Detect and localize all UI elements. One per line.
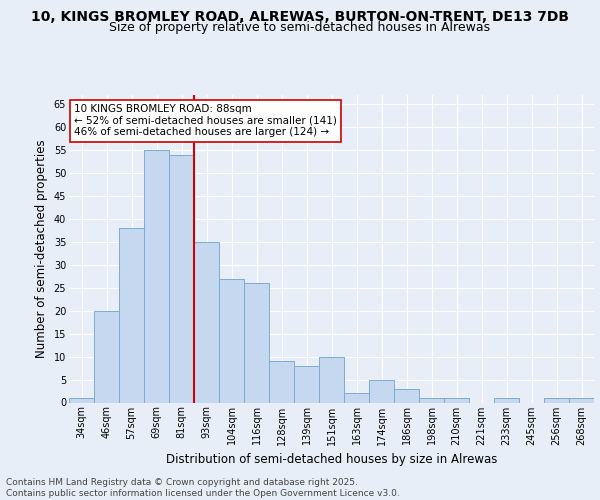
- Text: Contains HM Land Registry data © Crown copyright and database right 2025.
Contai: Contains HM Land Registry data © Crown c…: [6, 478, 400, 498]
- Bar: [344, 394, 369, 402]
- Bar: [144, 150, 169, 403]
- Bar: [369, 380, 394, 402]
- Bar: [419, 398, 444, 402]
- Bar: [319, 356, 344, 403]
- Bar: [569, 398, 594, 402]
- Text: 10, KINGS BROMLEY ROAD, ALREWAS, BURTON-ON-TRENT, DE13 7DB: 10, KINGS BROMLEY ROAD, ALREWAS, BURTON-…: [31, 10, 569, 24]
- Bar: [169, 154, 194, 402]
- X-axis label: Distribution of semi-detached houses by size in Alrewas: Distribution of semi-detached houses by …: [166, 453, 497, 466]
- Bar: [269, 361, 294, 403]
- Bar: [244, 283, 269, 403]
- Bar: [94, 310, 119, 402]
- Bar: [194, 242, 219, 402]
- Bar: [494, 398, 519, 402]
- Text: 10 KINGS BROMLEY ROAD: 88sqm
← 52% of semi-detached houses are smaller (141)
46%: 10 KINGS BROMLEY ROAD: 88sqm ← 52% of se…: [74, 104, 337, 138]
- Bar: [119, 228, 144, 402]
- Bar: [69, 398, 94, 402]
- Bar: [444, 398, 469, 402]
- Bar: [294, 366, 319, 403]
- Bar: [544, 398, 569, 402]
- Y-axis label: Number of semi-detached properties: Number of semi-detached properties: [35, 140, 48, 358]
- Bar: [219, 278, 244, 402]
- Bar: [394, 388, 419, 402]
- Text: Size of property relative to semi-detached houses in Alrewas: Size of property relative to semi-detach…: [109, 22, 491, 35]
